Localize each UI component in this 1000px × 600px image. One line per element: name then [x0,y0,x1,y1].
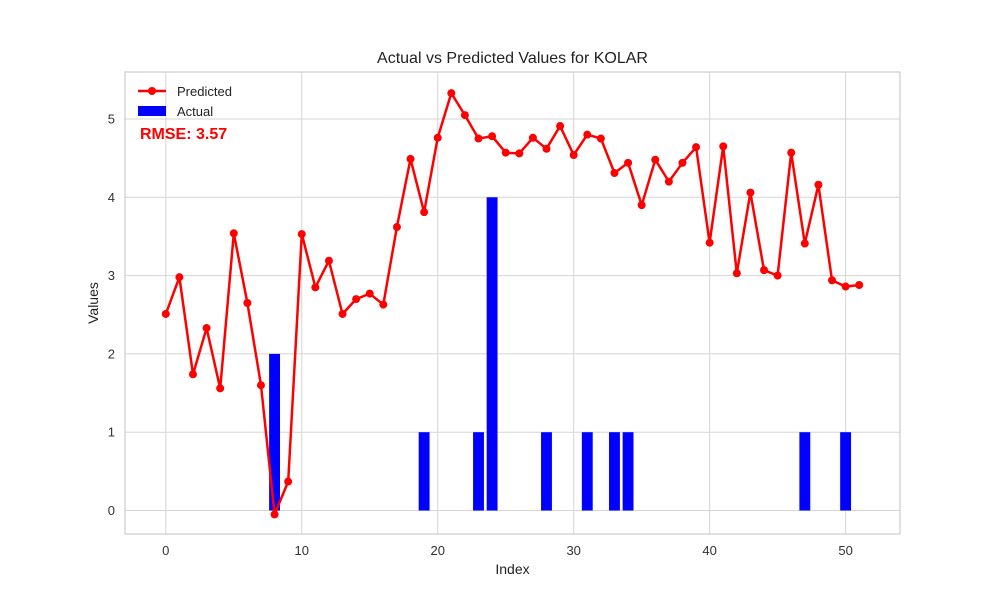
predicted-point [515,149,524,158]
predicted-point [202,324,211,333]
legend-actual-swatch [138,106,166,116]
y-tick-label: 4 [108,190,115,205]
predicted-point [243,299,252,307]
predicted-point [406,154,415,163]
legend-predicted-marker [148,87,156,95]
predicted-point [229,229,238,238]
x-axis-label: Index [495,561,529,577]
bar-actual [840,432,852,511]
predicted-point [719,142,728,151]
bar-series-actual [269,197,852,511]
predicted-point [651,155,660,164]
predicted-point [324,256,333,265]
predicted-point [760,266,769,275]
bar-actual [609,432,620,511]
predicted-point [624,158,633,167]
y-tick-label: 2 [108,346,115,361]
predicted-point [678,158,687,167]
plot-frame [124,71,901,535]
predicted-point [732,269,741,278]
predicted-point [800,239,809,248]
predicted-point [488,132,497,141]
predicted-line [164,91,860,516]
predicted-point [841,282,850,291]
rmse-annotation: RMSE: 3.57 [140,126,227,143]
predicted-point [501,148,510,157]
bar-actual [799,432,811,511]
predicted-point [311,283,320,292]
predicted-point [433,133,442,142]
legend-label-predicted: Predicted [177,84,232,99]
predicted-point [447,89,456,98]
predicted-point [392,223,401,232]
legend: Predicted Actual [138,84,232,119]
predicted-point [270,510,279,519]
predicted-point [352,295,361,304]
x-tick-label: 50 [838,543,852,558]
predicted-point [474,134,483,143]
bar-actual [541,432,552,511]
bar-actual [269,353,280,511]
predicted-point [161,309,170,318]
predicted-point [297,230,306,239]
predicted-point [460,111,469,120]
bar-actual [486,197,498,511]
predicted-point [705,238,714,247]
x-tick-labels: 0 10 20 30 40 50 [162,543,853,558]
predicted-point [542,144,551,153]
bar-actual [418,432,430,511]
predicted-point [188,370,197,379]
y-tick-label: 3 [108,268,115,283]
y-tick-label: 5 [108,111,115,126]
predicted-point [746,188,755,197]
predicted-point [773,271,782,280]
predicted-point [256,381,265,390]
grid [125,72,900,534]
bar-actual [473,432,484,511]
predicted-point [828,276,837,285]
predicted-point [556,122,565,131]
x-tick-label: 30 [566,543,580,558]
predicted-point [692,143,701,152]
predicted-point [420,208,429,217]
predicted-point [814,180,823,189]
predicted-point [365,289,374,298]
predicted-point [787,148,796,157]
y-tick-label: 0 [108,503,115,518]
x-tick-label: 0 [162,543,169,558]
x-tick-label: 40 [702,543,716,558]
y-axis-label: Values [85,282,101,324]
x-tick-label: 20 [430,543,444,558]
y-tick-labels: 0 1 2 3 4 5 [108,111,115,518]
bar-actual [581,432,593,511]
chart-title: Actual vs Predicted Values for KOLAR [377,50,648,67]
predicted-point [637,201,646,210]
predicted-point [610,169,619,178]
predicted-point [569,151,578,160]
predicted-point [528,133,537,142]
predicted-point [175,273,184,282]
predicted-point [379,300,388,309]
legend-label-actual: Actual [177,104,213,119]
bar-actual [622,432,634,511]
x-tick-label: 10 [295,543,309,558]
predicted-point [216,384,225,393]
predicted-point [583,130,592,139]
predicted-point [855,280,864,289]
predicted-point [284,477,293,486]
predicted-point [338,309,347,318]
line-series-predicted [161,89,864,519]
predicted-point [596,134,605,143]
y-tick-label: 1 [108,425,115,440]
predicted-point [664,177,673,186]
